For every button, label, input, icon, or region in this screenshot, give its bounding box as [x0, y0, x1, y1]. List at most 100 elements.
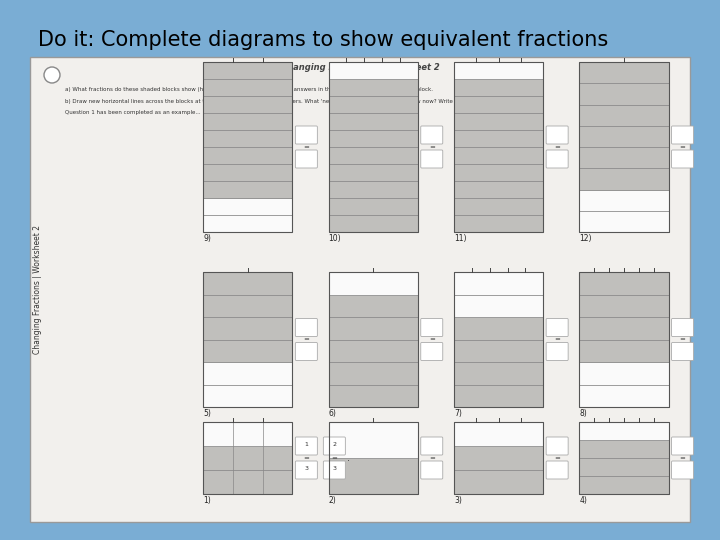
Bar: [203, 164, 292, 181]
Bar: [203, 384, 292, 407]
Text: =: =: [331, 455, 337, 461]
Bar: [328, 181, 418, 198]
FancyBboxPatch shape: [672, 150, 693, 168]
Bar: [203, 215, 292, 232]
Bar: [328, 294, 418, 317]
Circle shape: [44, 67, 60, 83]
Bar: [328, 340, 418, 362]
Text: 12): 12): [580, 234, 592, 243]
Bar: [328, 422, 418, 494]
Bar: [203, 317, 292, 340]
Text: 1): 1): [203, 496, 211, 505]
Text: =: =: [680, 455, 685, 461]
Bar: [454, 79, 543, 96]
Bar: [454, 272, 543, 407]
Text: 10): 10): [328, 234, 341, 243]
Bar: [580, 147, 669, 168]
FancyBboxPatch shape: [672, 342, 693, 361]
Bar: [328, 113, 418, 130]
Text: =: =: [429, 455, 435, 461]
Text: =: =: [554, 144, 560, 150]
Bar: [328, 422, 418, 458]
Text: =: =: [554, 455, 560, 461]
Bar: [580, 105, 669, 126]
Bar: [328, 198, 418, 215]
FancyBboxPatch shape: [546, 342, 568, 361]
Bar: [454, 147, 543, 164]
Bar: [454, 422, 543, 446]
Bar: [580, 211, 669, 232]
FancyBboxPatch shape: [295, 461, 318, 479]
Bar: [203, 294, 292, 317]
Bar: [328, 164, 418, 181]
Bar: [580, 168, 669, 190]
Bar: [580, 362, 669, 384]
Bar: [328, 272, 418, 294]
Text: 1: 1: [305, 442, 308, 448]
Bar: [328, 384, 418, 407]
Bar: [454, 62, 543, 79]
Text: =: =: [429, 144, 435, 150]
Bar: [328, 79, 418, 96]
Bar: [454, 446, 543, 470]
Bar: [203, 96, 292, 113]
Bar: [580, 317, 669, 340]
Bar: [580, 440, 669, 458]
FancyBboxPatch shape: [546, 319, 568, 336]
Bar: [454, 362, 543, 384]
FancyBboxPatch shape: [323, 461, 346, 479]
Text: 7): 7): [454, 409, 462, 418]
Text: 8): 8): [580, 409, 588, 418]
Bar: [580, 458, 669, 476]
FancyBboxPatch shape: [323, 437, 346, 455]
FancyBboxPatch shape: [672, 461, 693, 479]
Bar: [454, 113, 543, 130]
Text: 6): 6): [328, 409, 336, 418]
Text: 3: 3: [305, 467, 308, 471]
Text: 3: 3: [333, 467, 336, 471]
Bar: [580, 422, 669, 440]
Bar: [454, 198, 543, 215]
Bar: [328, 147, 418, 164]
FancyBboxPatch shape: [546, 126, 568, 144]
Bar: [328, 317, 418, 340]
Text: 9): 9): [203, 234, 211, 243]
Text: =: =: [680, 336, 685, 342]
Bar: [454, 340, 543, 362]
Text: =: =: [303, 144, 310, 150]
FancyBboxPatch shape: [295, 126, 318, 144]
Bar: [580, 126, 669, 147]
FancyBboxPatch shape: [295, 150, 318, 168]
Text: 2): 2): [328, 496, 336, 505]
Bar: [580, 62, 669, 83]
Bar: [203, 130, 292, 147]
Text: .: .: [347, 453, 351, 463]
Bar: [454, 384, 543, 407]
Bar: [454, 422, 543, 494]
FancyBboxPatch shape: [420, 319, 443, 336]
Bar: [454, 294, 543, 317]
Bar: [203, 446, 292, 470]
FancyBboxPatch shape: [420, 150, 443, 168]
Bar: [328, 362, 418, 384]
Bar: [203, 422, 292, 494]
Bar: [454, 96, 543, 113]
Text: =: =: [303, 336, 310, 342]
FancyBboxPatch shape: [672, 437, 693, 455]
Bar: [580, 294, 669, 317]
FancyBboxPatch shape: [295, 342, 318, 361]
Bar: [580, 384, 669, 407]
Text: =: =: [303, 455, 310, 461]
FancyBboxPatch shape: [295, 437, 318, 455]
Bar: [580, 272, 669, 294]
FancyBboxPatch shape: [672, 319, 693, 336]
Bar: [203, 362, 292, 384]
Text: Changing Fractions | Worksheet 2: Changing Fractions | Worksheet 2: [34, 226, 42, 354]
Bar: [580, 83, 669, 105]
FancyBboxPatch shape: [672, 126, 693, 144]
Bar: [203, 113, 292, 130]
Text: 2: 2: [333, 442, 336, 448]
FancyBboxPatch shape: [295, 319, 318, 336]
Bar: [328, 62, 418, 79]
Text: 5): 5): [203, 409, 211, 418]
